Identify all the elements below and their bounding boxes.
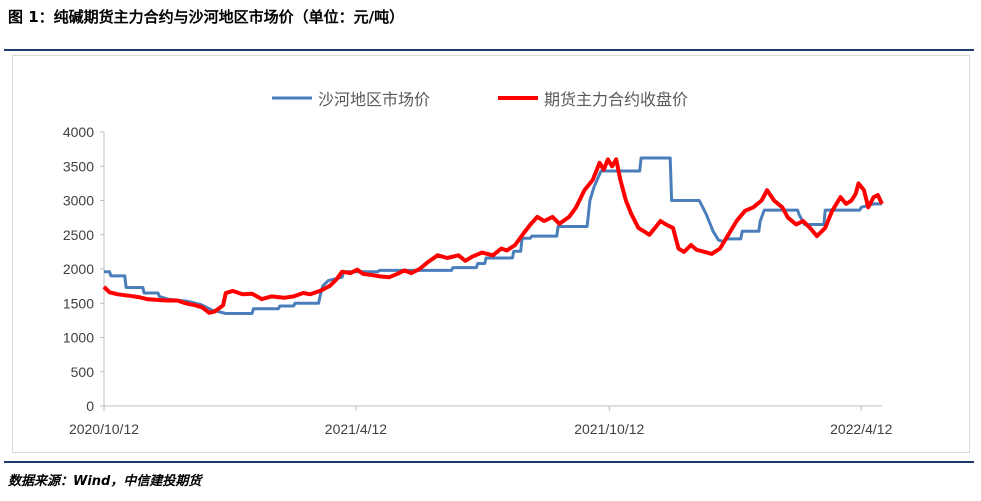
series-line-futures-price (102, 157, 884, 315)
x-tick-labels: 2020/10/12 2021/4/12 2021/10/12 2022/4/12 (69, 406, 893, 437)
y-tick-label: 3000 (63, 193, 94, 209)
y-tick-label: 3500 (63, 158, 94, 174)
chart-frame (12, 55, 970, 453)
top-rule (4, 49, 974, 51)
series-line-market-price (104, 156, 882, 315)
y-tick-labels: 4000 3500 3000 2500 2000 1500 1000 500 0 (63, 124, 104, 414)
legend-label-futures: 期货主力合约收盘价 (544, 90, 688, 109)
x-tick-label: 2020/10/12 (69, 421, 139, 437)
y-tick-label: 0 (86, 398, 94, 414)
y-tick-label: 4000 (63, 124, 94, 140)
y-tick-label: 500 (71, 364, 95, 380)
y-tick-label: 1000 (63, 330, 94, 346)
x-tick-label: 2021/10/12 (574, 421, 644, 437)
y-tick-label: 2500 (63, 227, 94, 243)
y-tick-label: 2000 (63, 261, 94, 277)
bottom-rule (4, 461, 974, 463)
x-tick-label: 2021/4/12 (325, 421, 387, 437)
series-layer (102, 156, 884, 315)
y-tick-label: 1500 (63, 295, 94, 311)
axes (103, 132, 882, 407)
chart-legend: 沙河地区市场价 期货主力合约收盘价 (272, 90, 688, 109)
x-tick-label: 2022/4/12 (830, 421, 892, 437)
source-note: 数据来源：Wind，中信建投期货 (8, 474, 202, 489)
figure-title: 图 1：纯碱期货主力合约与沙河地区市场价（单位：元/吨） (8, 8, 405, 26)
legend-label-market: 沙河地区市场价 (318, 91, 430, 109)
